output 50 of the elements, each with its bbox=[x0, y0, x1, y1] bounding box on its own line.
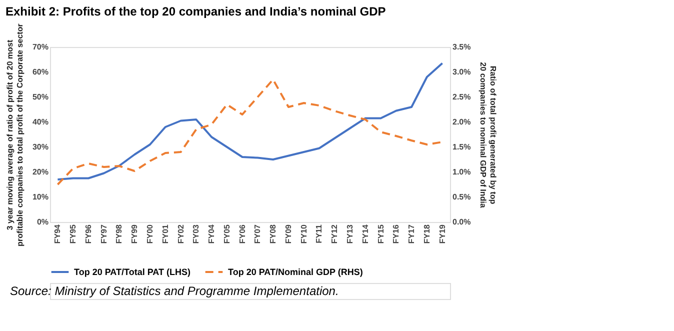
x-tick-label: FY15 bbox=[376, 224, 386, 244]
y2-tick-label: 0.5% bbox=[452, 192, 471, 202]
x-tick-label: FY02 bbox=[176, 224, 186, 244]
y-tick-label: 40% bbox=[32, 118, 48, 126]
x-tick-label: FY11 bbox=[314, 224, 324, 244]
line-series bbox=[56, 78, 444, 186]
x-tick-label: FY95 bbox=[68, 224, 78, 244]
y2-tick-label: 3.0% bbox=[452, 68, 471, 76]
y2-tick-label: 1.5% bbox=[452, 142, 471, 152]
x-tick-label: FY12 bbox=[330, 224, 340, 244]
y-tick-label: 60% bbox=[32, 68, 48, 76]
y-tick-label: 20% bbox=[32, 168, 48, 176]
y2-tick-label: 3.5% bbox=[452, 42, 471, 52]
y-tick-label: 50% bbox=[32, 92, 48, 102]
y2-tick-label: 1.0% bbox=[452, 168, 471, 176]
x-tick-label: FY04 bbox=[207, 224, 216, 244]
x-tick-label: FY17 bbox=[407, 224, 416, 244]
legend-label: Top 20 PAT/Nominal GDP (RHS) bbox=[228, 267, 363, 277]
y-tick-label: 70% bbox=[32, 42, 48, 52]
x-tick-label: FY10 bbox=[299, 224, 308, 244]
x-tick-label: FY96 bbox=[84, 224, 93, 244]
y2-tick-label: 0.0% bbox=[452, 218, 471, 226]
x-tick-label: FY03 bbox=[192, 224, 201, 244]
x-tick-label: FY07 bbox=[253, 224, 262, 244]
y-tick-label: 30% bbox=[32, 142, 48, 152]
y-tick-label: 0% bbox=[36, 218, 48, 226]
chart-title: Exhibit 2: Profits of the top 20 companies and India’s nominal GDP bbox=[5, 4, 386, 19]
x-tick-label: FY00 bbox=[146, 224, 154, 244]
x-tick-label: FY97 bbox=[99, 224, 108, 244]
y2-tick-label: 2.0% bbox=[452, 118, 471, 126]
y-tick-label: 10% bbox=[32, 192, 48, 202]
x-tick-label: FY05 bbox=[222, 224, 232, 244]
x-tick-label: FY94 bbox=[53, 224, 62, 244]
x-tick-label: FY18 bbox=[422, 224, 432, 244]
x-tick-label: FY06 bbox=[238, 224, 247, 244]
x-tick-label: FY08 bbox=[268, 224, 278, 244]
y2-tick-label: 2.5% bbox=[452, 92, 471, 102]
line-series bbox=[56, 62, 444, 180]
x-tick-label: FY16 bbox=[392, 224, 401, 244]
y2-axis-title: Ratio of total profit generated by top 20 companies to nominal GDP of India bbox=[478, 62, 498, 208]
x-tick-label: FY01 bbox=[160, 224, 170, 244]
legend-label: Top 20 PAT/Total PAT (LHS) bbox=[74, 267, 190, 277]
source-note: Source: Ministry of Statistics and Programme Implementation. bbox=[10, 284, 339, 298]
x-tick-label: FY99 bbox=[130, 224, 140, 244]
x-tick-label: FY98 bbox=[114, 224, 124, 244]
x-tick-label: FY19 bbox=[438, 224, 447, 244]
y-axis-title: 3 year moving average of ratio of profit of 20 most profitable companies to total profit of the Corporate sector bbox=[5, 24, 24, 246]
x-tick-label: FY09 bbox=[284, 224, 293, 244]
x-tick-label: FY14 bbox=[360, 224, 370, 244]
x-tick-label: FY13 bbox=[346, 224, 354, 244]
